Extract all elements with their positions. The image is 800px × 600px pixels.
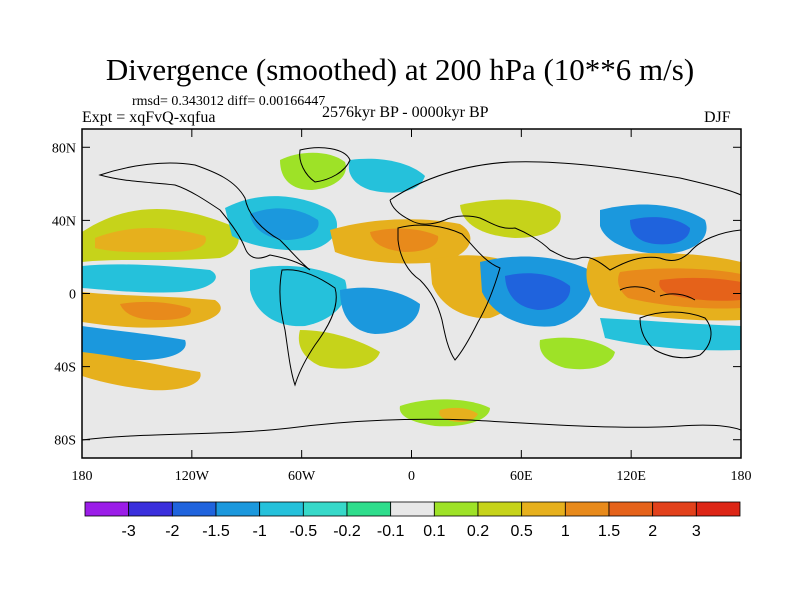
x-tick-label: 0 <box>408 469 415 484</box>
colorbar-swatch <box>259 501 304 517</box>
x-tick-label: 180 <box>731 469 752 484</box>
field-spac-neg <box>82 326 186 360</box>
field-wpac-pos-core <box>659 277 741 301</box>
field-io-neg-core <box>505 273 571 310</box>
colorbar-swatch <box>128 501 173 517</box>
y-tick-label: 0 <box>69 288 76 303</box>
field-spac-pos-core <box>120 301 191 320</box>
colorbar-level-label: -3 <box>122 523 136 540</box>
colorbar: -3 -2 -1.5 -1 -0.5 -0.2 -0.1 0.1 0.2 0.5 1 1.5 2 3 <box>84 501 741 540</box>
field-greenland-pos <box>280 152 346 190</box>
colorbar-level-label: 0.2 <box>467 523 489 540</box>
coastline-north-america <box>98 162 311 271</box>
colorbar-swatch <box>608 501 654 517</box>
field-satl-neg <box>340 287 420 334</box>
y-axis-ticks: 80N 40N 0 40S 80S <box>52 141 741 449</box>
colorbar-level-label: 0.1 <box>423 523 445 540</box>
field-samer-neg <box>250 265 347 327</box>
field-sio-pos <box>539 337 615 370</box>
field-atl-pos-core <box>370 228 439 252</box>
colorbar-swatch <box>346 501 392 517</box>
x-tick-label: 60W <box>288 469 316 484</box>
field-natl-neg <box>348 158 425 193</box>
rmsd-diff-stats: rmsd= 0.343012 diff= 0.00166447 <box>132 94 326 109</box>
colorbar-swatch <box>477 501 523 517</box>
colorbar-level-label: -0.2 <box>333 523 361 540</box>
colorbar-swatch <box>171 501 217 517</box>
colorbar-level-label: -1.5 <box>202 523 230 540</box>
field-easia-neg-core <box>630 217 690 245</box>
experiment-label: Expt = xqFvQ-xqfua <box>82 109 216 126</box>
colorbar-swatch <box>521 501 566 517</box>
x-tick-label: 120E <box>616 469 646 484</box>
coastlines <box>82 147 741 441</box>
colorbar-swatch <box>390 501 435 517</box>
coastline-south-america <box>279 269 337 387</box>
colorbar-swatch <box>215 501 261 517</box>
y-tick-label: 40N <box>52 214 76 229</box>
coastline-australia <box>639 311 712 359</box>
colorbar-level-label: -1 <box>253 523 267 540</box>
coastline-maritime <box>619 286 696 301</box>
colorbar-level-label: 1.5 <box>598 523 620 540</box>
colorbar-swatch <box>302 501 348 517</box>
colorbar-swatch <box>84 501 130 517</box>
colorbar-level-label: 2 <box>648 523 657 540</box>
y-tick-label: 40S <box>54 361 76 376</box>
season-label: DJF <box>704 109 731 126</box>
x-tick-label: 180 <box>72 469 93 484</box>
colorbar-swatch <box>695 501 741 517</box>
divergence-contour-fills <box>82 152 741 427</box>
y-tick-label: 80N <box>52 141 76 156</box>
x-tick-label: 120W <box>175 469 210 484</box>
colorbar-level-label: -2 <box>165 523 179 540</box>
coastline-africa <box>397 224 501 361</box>
field-spac-east-neg <box>600 318 741 351</box>
field-pac-neg <box>82 264 216 293</box>
field-so-pos-core <box>439 407 478 422</box>
x-tick-label: 60E <box>510 469 533 484</box>
coastline-antarctica <box>82 418 741 441</box>
colorbar-swatch <box>652 501 697 517</box>
period-label: 2576kyr BP - 0000kyr BP <box>322 104 489 121</box>
colorbar-level-label: 1 <box>561 523 570 540</box>
x-axis-ticks: 180 120W 60W 0 60E 120E 180 <box>72 129 752 484</box>
field-npac-pos-core <box>95 228 206 253</box>
colorbar-level-label: 0.5 <box>511 523 533 540</box>
chart-title: Divergence (smoothed) at 200 hPa (10**6 … <box>105 52 695 87</box>
colorbar-level-label: 3 <box>692 523 701 540</box>
y-tick-label: 80S <box>54 434 76 449</box>
colorbar-swatch <box>564 501 610 517</box>
field-spac-pos-south <box>82 352 201 391</box>
coastline-eurasia <box>389 161 741 271</box>
coastline-greenland <box>299 147 351 183</box>
field-eurasia-pos <box>460 199 561 238</box>
colorbar-swatch <box>433 501 479 517</box>
colorbar-level-label: -0.5 <box>290 523 318 540</box>
colorbar-level-label: -0.1 <box>377 523 405 540</box>
